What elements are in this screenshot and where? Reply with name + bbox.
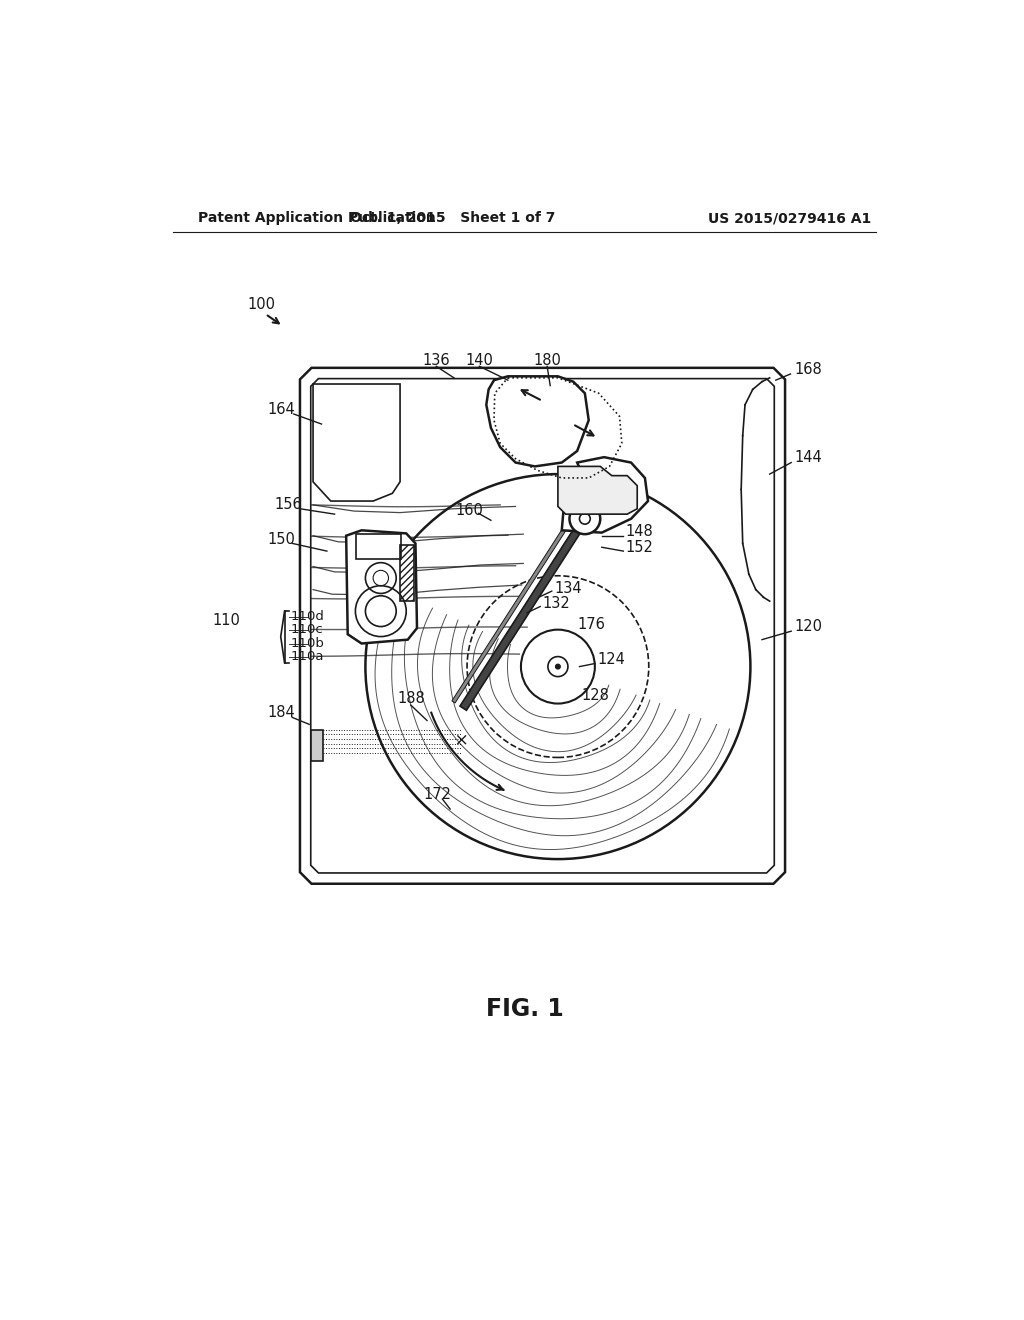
Text: FIG. 1: FIG. 1 [486, 997, 563, 1022]
Text: 110d: 110d [291, 610, 325, 623]
Text: 180: 180 [534, 352, 561, 368]
Text: 110a: 110a [291, 649, 325, 663]
Text: 148: 148 [626, 524, 653, 540]
Text: 134: 134 [554, 581, 582, 595]
Text: 144: 144 [795, 450, 822, 465]
Polygon shape [562, 457, 648, 533]
Text: 152: 152 [626, 540, 653, 554]
Polygon shape [558, 466, 637, 515]
Circle shape [556, 664, 560, 669]
Circle shape [569, 503, 600, 535]
Text: 136: 136 [423, 352, 451, 368]
Text: Patent Application Publication: Patent Application Publication [198, 211, 435, 226]
Text: 100: 100 [248, 297, 275, 313]
Text: 140: 140 [466, 352, 494, 368]
Text: 168: 168 [795, 362, 822, 378]
Text: 110: 110 [212, 612, 240, 628]
Text: 156: 156 [274, 496, 302, 512]
Text: 160: 160 [456, 503, 483, 517]
Text: 164: 164 [267, 401, 295, 417]
Bar [310, 730, 323, 760]
Polygon shape [300, 368, 785, 884]
Text: 120: 120 [795, 619, 822, 634]
Text: 172: 172 [423, 787, 452, 803]
Text: 110c: 110c [291, 623, 324, 636]
Text: US 2015/0279416 A1: US 2015/0279416 A1 [708, 211, 871, 226]
Polygon shape [313, 384, 400, 502]
Text: 176: 176 [578, 616, 606, 632]
Polygon shape [460, 516, 588, 710]
Text: 188: 188 [397, 692, 426, 706]
Text: 132: 132 [543, 595, 570, 611]
Polygon shape [452, 511, 577, 704]
Text: 124: 124 [597, 652, 625, 667]
Text: 128: 128 [582, 688, 609, 704]
Bar [356, 535, 400, 558]
Text: 110b: 110b [291, 638, 325, 649]
Polygon shape [346, 531, 417, 644]
Polygon shape [486, 376, 589, 466]
Text: 184: 184 [267, 705, 295, 721]
Text: Oct. 1, 2015   Sheet 1 of 7: Oct. 1, 2015 Sheet 1 of 7 [350, 211, 555, 226]
Text: 150: 150 [267, 532, 296, 546]
